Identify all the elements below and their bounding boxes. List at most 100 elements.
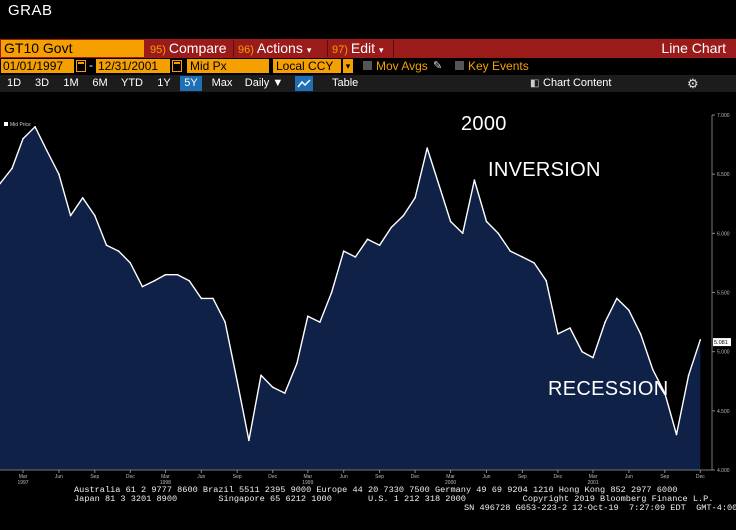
calendar-icon[interactable] xyxy=(172,60,182,72)
compare-button[interactable]: 95) Compare xyxy=(150,40,227,57)
data-point xyxy=(307,315,309,317)
x-tick-label: Jun xyxy=(340,474,348,480)
chevron-down-icon: ▾ xyxy=(379,45,384,55)
data-point xyxy=(81,197,84,199)
chart-axis-layer: 7.000 6.500 6.000 5.500 5.000 4.500 4.000 5.081… xyxy=(0,113,731,485)
x-year-label: 2000 xyxy=(445,480,456,485)
annotation-recession: RECESSION xyxy=(548,378,669,400)
chart-content-button[interactable]: Chart Content xyxy=(543,77,612,89)
x-tick-label: Dec xyxy=(553,474,562,480)
data-point xyxy=(153,279,156,282)
key-events-checkbox[interactable] xyxy=(455,61,464,70)
series-line xyxy=(0,126,701,442)
pencil-icon[interactable]: ✎ xyxy=(433,60,443,72)
last-value-badge xyxy=(713,338,731,347)
x-tick-label: Jun xyxy=(482,474,490,480)
start-date-field[interactable]: 01/01/1997 xyxy=(1,59,74,73)
frequency-select[interactable]: Daily ▼ xyxy=(242,76,286,91)
data-point xyxy=(22,137,24,140)
calendar-icon[interactable] xyxy=(76,60,86,72)
y-tick-label: 6.000 xyxy=(717,231,730,237)
annotation-inversion: INVERSION xyxy=(488,159,601,181)
x-tick-label: Dec xyxy=(268,474,277,480)
edit-button[interactable]: 97) Edit ▾ xyxy=(332,40,384,57)
security-ticker-field[interactable]: GT10 Govt xyxy=(1,40,144,57)
data-point xyxy=(354,256,357,258)
data-point xyxy=(449,220,452,223)
range-3d-button[interactable]: 3D xyxy=(34,77,50,89)
footer-line-3: SN 496728 G653-223-2 12-Oct-19 7:27:09 E… xyxy=(464,503,736,513)
range-5y-button[interactable]: 5Y xyxy=(180,76,202,91)
data-point xyxy=(426,147,429,149)
range-1y-button[interactable]: 1Y xyxy=(157,77,171,89)
data-point xyxy=(164,273,167,276)
y-tick-label: 5.500 xyxy=(717,291,730,297)
data-point xyxy=(557,333,559,335)
y-tick-label: 4.500 xyxy=(717,409,730,415)
data-point xyxy=(402,214,405,217)
data-point xyxy=(378,244,381,246)
data-point xyxy=(675,433,678,436)
mov-avgs-label[interactable]: Mov Avgs xyxy=(376,59,428,73)
data-point xyxy=(296,362,298,365)
data-point xyxy=(521,256,524,258)
date-range-separator: - xyxy=(89,58,93,72)
x-tick-label: Jun xyxy=(55,474,63,480)
range-1m-button[interactable]: 1M xyxy=(63,77,79,89)
actions-label: Actions xyxy=(256,40,303,56)
end-date-field[interactable]: 12/31/2001 xyxy=(96,59,170,73)
data-point xyxy=(212,297,214,300)
data-point xyxy=(319,321,321,323)
data-point xyxy=(438,185,441,187)
yield-chart: 7.000 6.500 6.000 5.500 5.000 4.500 4.000 5.081… xyxy=(0,113,731,485)
gear-icon[interactable]: ⚙ xyxy=(687,76,699,91)
chevron-down-icon[interactable]: ▾ xyxy=(343,59,353,73)
data-point xyxy=(628,309,630,312)
frequency-label: Daily xyxy=(244,77,270,89)
data-point xyxy=(414,197,416,199)
x-tick-label: Sep xyxy=(660,474,669,480)
x-tick-label: Mar xyxy=(19,474,28,480)
x-tick-label: Mar xyxy=(446,474,455,480)
data-point xyxy=(34,126,36,128)
data-point xyxy=(330,291,333,294)
data-point xyxy=(117,250,120,252)
line-chart-icon[interactable] xyxy=(295,76,313,91)
data-point xyxy=(11,167,13,170)
table-button[interactable]: Table xyxy=(332,77,359,89)
price-field-select[interactable]: Mid Px xyxy=(187,59,269,73)
y-tick-label: 5.000 xyxy=(717,350,730,356)
footer-line-2: Japan 81 3 3201 8900 Singapore 65 6212 1… xyxy=(74,494,714,504)
chart-content-icon[interactable]: ◧ xyxy=(530,78,540,89)
data-point xyxy=(604,321,606,323)
data-point xyxy=(94,214,96,217)
range-ytd-button[interactable]: YTD xyxy=(121,77,143,89)
currency-select[interactable]: Local CCY xyxy=(273,59,341,73)
mov-avgs-checkbox[interactable] xyxy=(363,61,372,70)
data-point xyxy=(651,368,654,371)
actions-button[interactable]: 96) Actions ▾ xyxy=(238,40,311,57)
data-point xyxy=(533,262,535,264)
data-point xyxy=(485,220,488,223)
edit-shortcut: 97) xyxy=(332,44,348,56)
x-tick-label: Dec xyxy=(411,474,420,480)
x-tick-label: Sep xyxy=(375,474,384,480)
range-1d-button[interactable]: 1D xyxy=(6,77,22,89)
toolbar-divider xyxy=(327,40,328,57)
footer: Australia 61 2 9777 8600 Brazil 5511 239… xyxy=(0,486,736,513)
toolbar-divider xyxy=(393,40,394,57)
data-point xyxy=(141,285,144,288)
key-events-label[interactable]: Key Events xyxy=(468,59,529,73)
actions-shortcut: 96) xyxy=(238,44,254,56)
data-point xyxy=(271,386,274,389)
x-tick-label: Sep xyxy=(233,474,242,480)
range-max-button[interactable]: Max xyxy=(211,77,233,89)
x-tick-label: Jun xyxy=(197,474,205,480)
x-tick-label: Sep xyxy=(518,474,527,480)
range-6m-button[interactable]: 6M xyxy=(92,77,108,89)
data-point xyxy=(188,279,190,282)
x-tick-label: Mar xyxy=(589,474,598,480)
data-point xyxy=(699,339,702,341)
data-point xyxy=(616,297,618,300)
data-point xyxy=(497,232,500,235)
